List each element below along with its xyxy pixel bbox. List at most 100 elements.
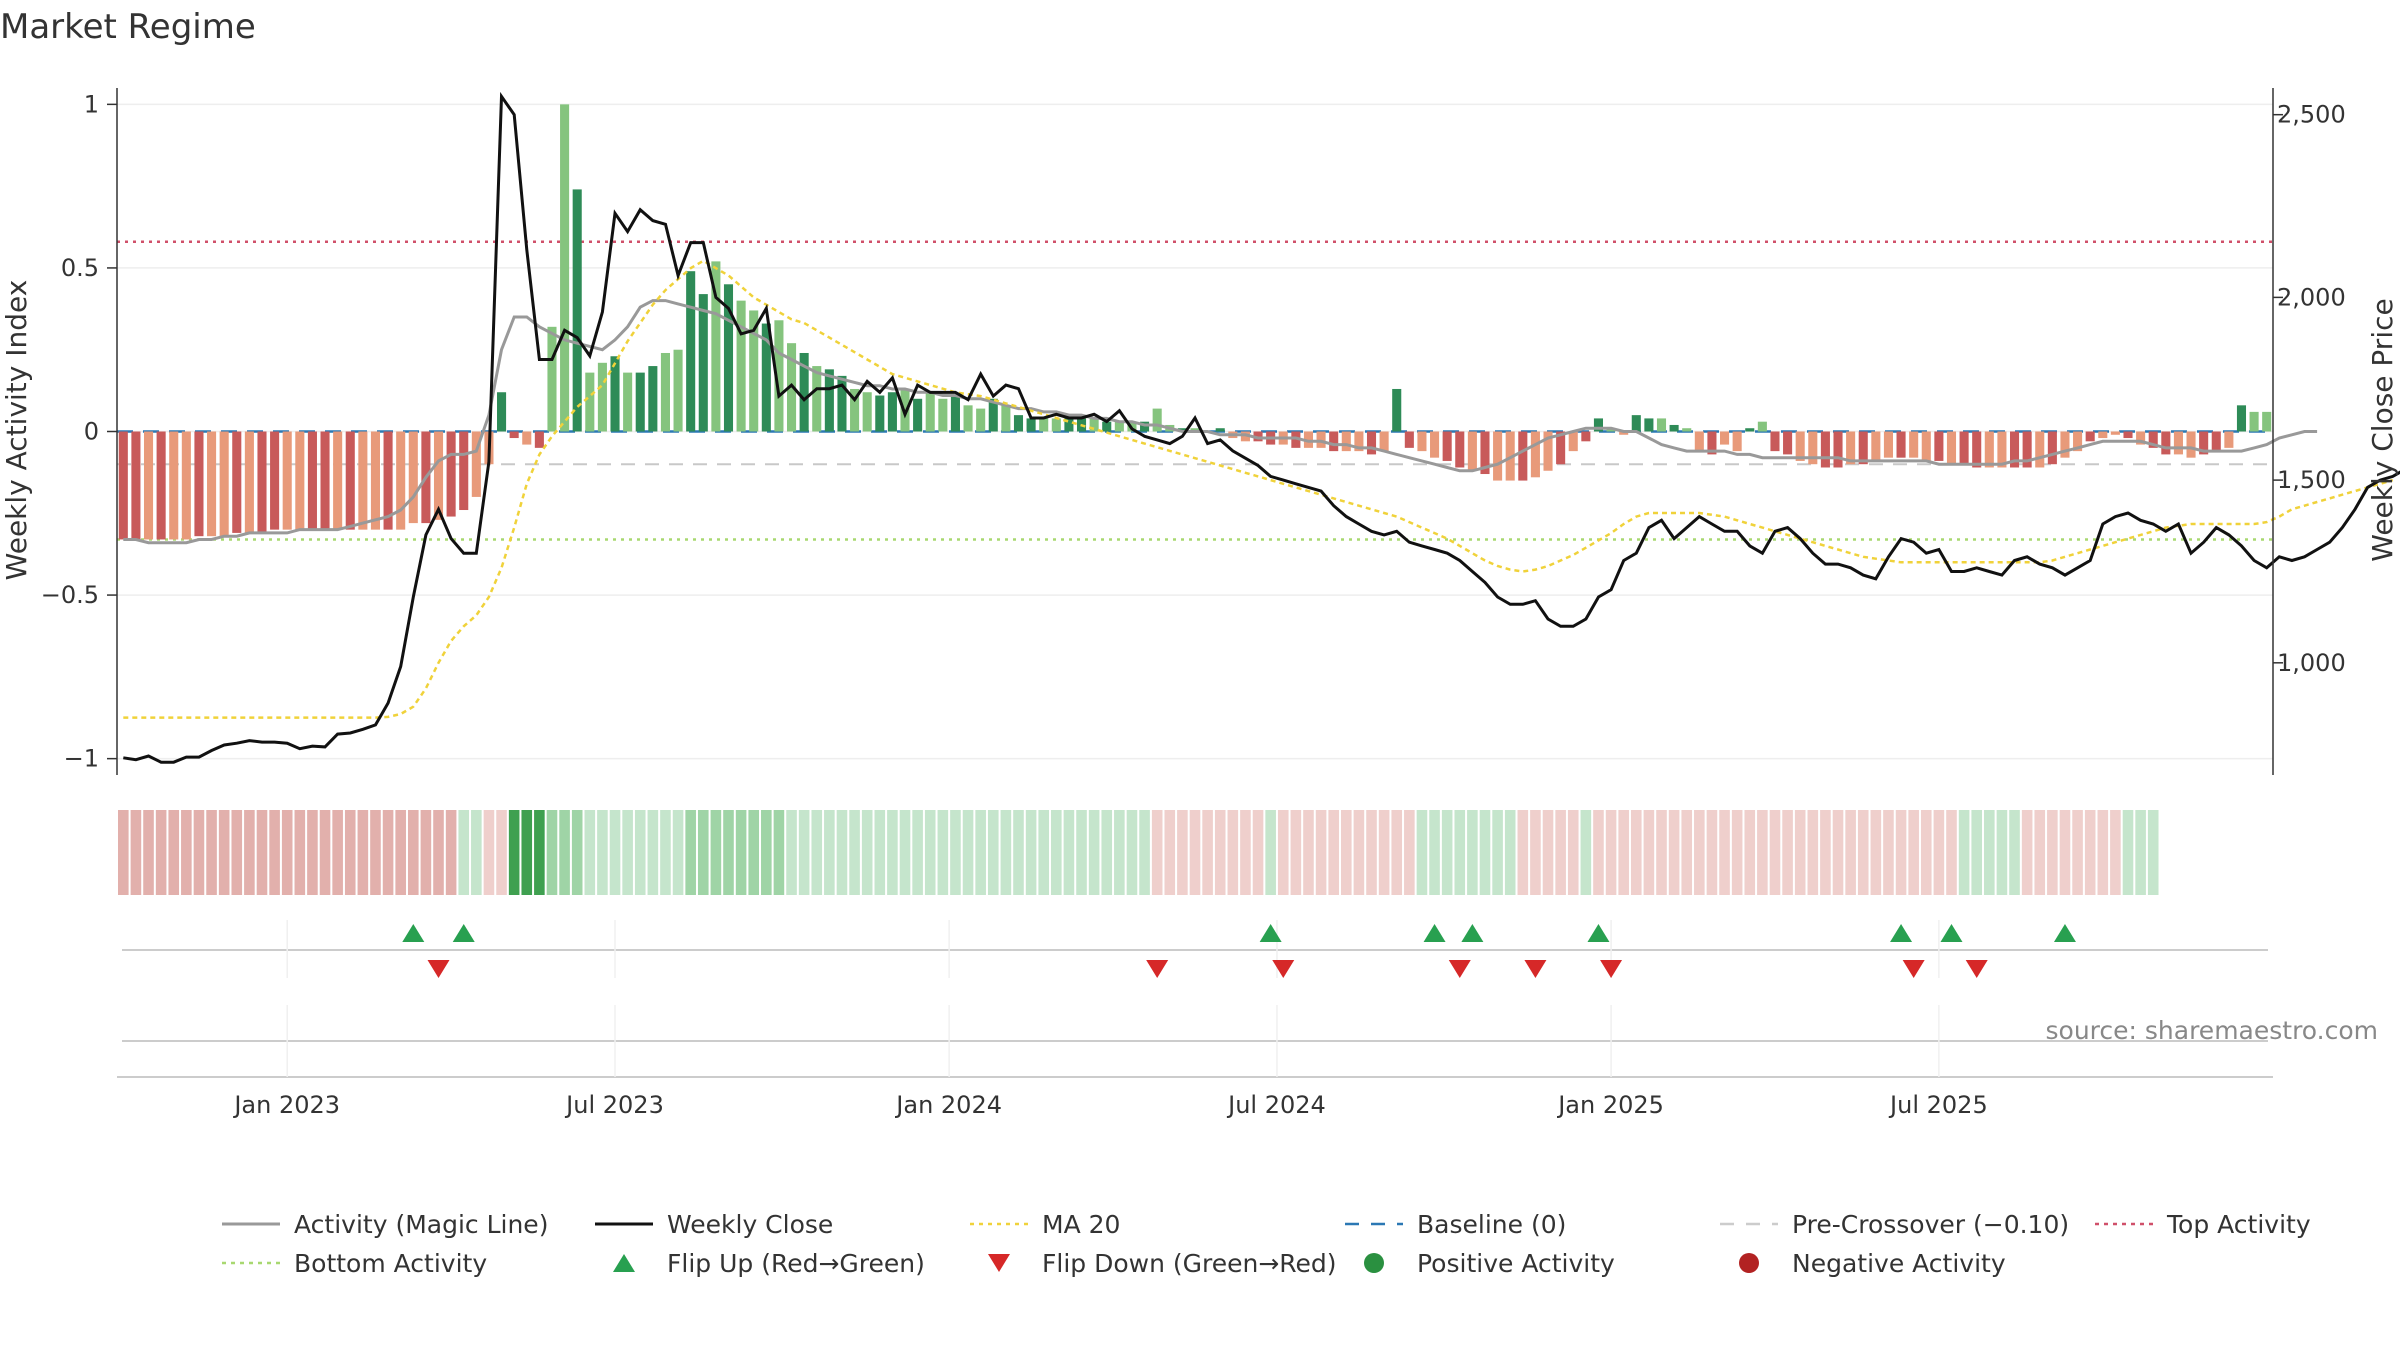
regime-strip-cell (496, 810, 507, 895)
activity-bar (1707, 431, 1717, 455)
activity-bar (1808, 431, 1818, 465)
regime-strip-cell (1315, 810, 1327, 895)
regime-strip-cell (609, 810, 621, 895)
legend-swatch (1364, 1253, 1384, 1273)
regime-strip-cell (912, 810, 923, 895)
regime-strip-cell (231, 810, 243, 895)
flip-up-marker (2053, 924, 2076, 942)
x-tick-label: Jul 2023 (564, 1091, 664, 1119)
activity-bar (2073, 431, 2083, 452)
regime-strip-cell (1265, 810, 1276, 895)
regime-strip-cell (1782, 810, 1793, 895)
flip-down-marker (1600, 960, 1623, 978)
activity-bar (1140, 421, 1150, 432)
regime-strip-cell (181, 810, 192, 895)
activity-bar (1051, 418, 1061, 432)
ma20-series (123, 259, 2394, 719)
regime-strip-cell (1517, 810, 1529, 895)
legend-label: Flip Down (Green→Red) (1042, 1249, 1337, 1278)
activity-bar (862, 392, 872, 432)
activity-bar (963, 405, 973, 432)
activity-bar (1493, 431, 1503, 481)
regime-strip-cell (2034, 810, 2046, 895)
activity-bar (396, 431, 406, 530)
regime-strip-cell (395, 810, 406, 895)
regime-strip-cell (1164, 810, 1176, 895)
regime-strip-cell (773, 810, 785, 895)
activity-bar (194, 431, 204, 537)
regime-strip-cell (1151, 810, 1163, 895)
regime-strip-cell (622, 810, 633, 895)
activity-bar (169, 431, 179, 540)
legend-item: MA 20 (970, 1210, 1120, 1239)
regime-strip-cell (1542, 810, 1554, 895)
regime-strip-cell (1694, 810, 1705, 895)
regime-strip-cell (1807, 810, 1819, 895)
legend-label: Flip Up (Red→Green) (667, 1249, 925, 1278)
regime-strip-cell (1984, 810, 1995, 895)
activity-bar (2110, 431, 2120, 435)
activity-bar (2161, 431, 2171, 455)
activity-bar (1682, 428, 1692, 432)
activity-bar (497, 392, 507, 432)
regime-strip-cell (798, 810, 810, 895)
regime-strip-cell (899, 810, 911, 895)
activity-bar (597, 362, 607, 432)
regime-strip-cell (1025, 810, 1037, 895)
activity-bar (925, 392, 935, 432)
regime-strip-cell (471, 810, 482, 895)
activity-bar (295, 431, 305, 530)
regime-strip-cell (1303, 810, 1314, 895)
regime-strip-cell (887, 810, 898, 895)
regime-strip (118, 810, 2159, 895)
activity-bar (446, 431, 456, 517)
activity-bar (181, 431, 191, 540)
regime-strip-cell (2110, 810, 2121, 895)
regime-strip-cell (836, 810, 848, 895)
activity-bar (799, 352, 809, 432)
regime-strip-cell (1366, 810, 1377, 895)
regime-strip-cell (1189, 810, 1201, 895)
activity-bar (1102, 421, 1112, 432)
activity-bar (1404, 431, 1414, 448)
y2-tick-label: 1,000 (2277, 649, 2346, 677)
activity-bar (1997, 431, 2007, 468)
activity-bar (1039, 418, 1049, 432)
chart-title: Market Regime (0, 7, 256, 47)
regime-strip-cell (1227, 810, 1239, 895)
activity-bar (2236, 405, 2247, 432)
regime-strip-cell (1920, 810, 1932, 895)
regime-strip-cell (1000, 810, 1012, 895)
regime-strip-cell (1857, 810, 1869, 895)
y-axis-label: Weekly Activity Index (0, 280, 33, 581)
activity-bar (1606, 428, 1616, 432)
regime-strip-cell (1744, 810, 1756, 895)
flip-down-marker (1524, 960, 1547, 978)
regime-strip-cell (1895, 810, 1907, 895)
activity-bar (698, 294, 708, 432)
activity-bar (1732, 431, 1742, 452)
regime-strip-cell (1731, 810, 1743, 895)
regime-strip-cell (1656, 810, 1667, 895)
y2-tick-label: 2,500 (2277, 101, 2346, 129)
legend-item: Top Activity (2095, 1210, 2311, 1239)
activity-bar (547, 326, 557, 432)
legend-label: Pre-Crossover (−0.10) (1792, 1210, 2069, 1239)
flip-up-marker (1587, 924, 1610, 942)
activity-bar (1745, 428, 1755, 432)
regime-strip-cell (1416, 810, 1428, 895)
regime-strip-cell (634, 810, 646, 895)
regime-strip-cell (1946, 810, 1957, 895)
activity-bar (282, 431, 292, 530)
regime-strip-cell (1870, 810, 1882, 895)
activity-bar (2098, 431, 2108, 439)
legend-item: Negative Activity (1739, 1249, 2006, 1278)
activity-bar (2123, 431, 2133, 439)
activity-bar (244, 431, 254, 533)
flip-down-marker (427, 960, 450, 978)
activity-bar (333, 431, 343, 530)
regime-strip-cell (1076, 810, 1087, 895)
regime-strip-cell (975, 810, 986, 895)
activity-bar (118, 431, 128, 540)
